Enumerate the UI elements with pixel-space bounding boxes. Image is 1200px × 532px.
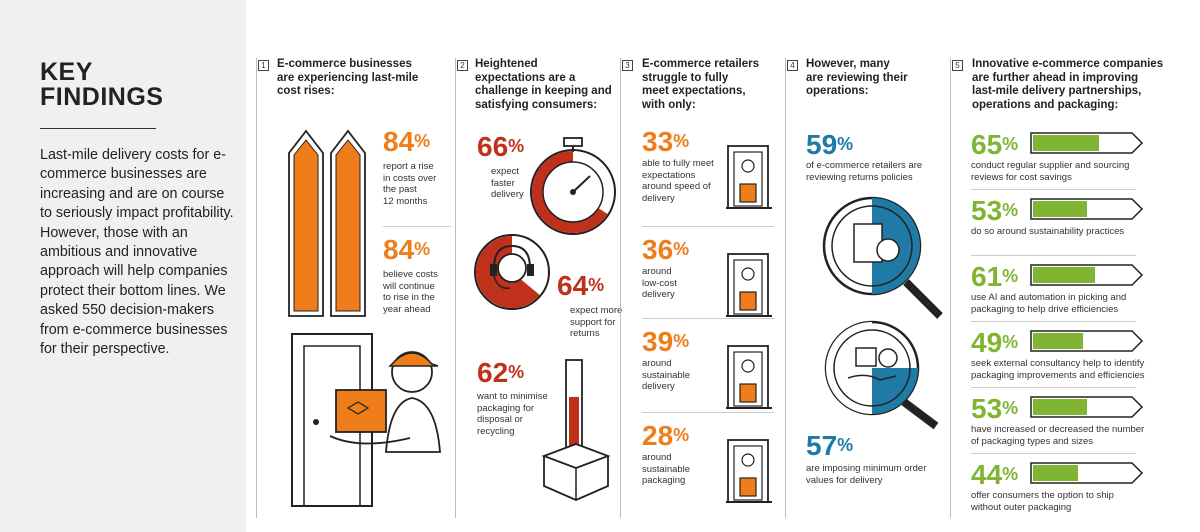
finding-number: 4 [787,60,798,71]
stat-label: offer consumers the option to ship witho… [971,490,1114,513]
stat-value: 66% [477,131,525,162]
stat-label: believe costs will continue to rise in t… [383,269,438,315]
progress-arrow [1030,396,1144,418]
stat-value: 36% [642,234,690,265]
title-divider [40,128,156,129]
finding-heading: Innovative e-commerce companies are furt… [972,58,1164,111]
stat-label: have increased or decreased the number o… [971,424,1145,447]
stat-label: use AI and automation in picking and pac… [971,292,1127,315]
stat-value: 64% [557,270,605,301]
stat-label: of e-commerce retailers are reviewing re… [806,160,923,183]
rising-arrows-icon [288,129,366,317]
stat-label: seek external consultancy help to identi… [971,358,1145,381]
magnifier-order-icon [824,320,939,430]
stat-label: around sustainable packaging [642,452,691,486]
stat-value: 49% [971,327,1019,358]
stat-value: 33% [642,126,690,157]
stat-value: 44% [971,459,1019,490]
stat-value: 53% [971,393,1019,424]
stat-label: around sustainable delivery [642,358,691,392]
progress-arrow [1030,198,1144,220]
stat-label: want to minimise packaging for disposal … [477,391,548,437]
stat-value: 84% [383,234,431,265]
finding-heading: E-commerce retailers struggle to fully m… [642,58,759,111]
progress-arrow [1030,264,1144,286]
stat-label: are imposing minimum order values for de… [806,463,927,486]
stat-value: 84% [383,126,431,157]
finding-number: 2 [457,60,468,71]
door-leaf-icon [726,439,772,503]
stat-label: around low-cost delivery [642,266,677,300]
progress-arrow [1030,132,1144,154]
stat-value: 62% [477,357,525,388]
stat-value: 59% [806,129,854,160]
stat-label: conduct regular supplier and sourcing re… [971,160,1130,183]
door-plug-icon [726,345,772,409]
stat-value: 57% [806,430,854,461]
stat-label: do so around sustainability practices [971,226,1125,237]
magnifier-returns-icon [822,196,943,319]
stat-value: 53% [971,195,1019,226]
finding-number: 3 [622,60,633,71]
door-clock-icon [726,145,772,209]
progress-arrow [1030,330,1144,352]
finding-number: 5 [952,60,963,71]
page-title: KEY FINDINGS [40,58,164,111]
finding-heading: However, many are reviewing their operat… [806,58,908,97]
finding-heading: E-commerce businesses are experiencing l… [277,58,419,97]
stat-value: 28% [642,420,690,451]
door-dollar-icon [726,253,772,317]
packaging-gauge-icon [541,359,611,501]
intro-text: Last-mile delivery costs for e-commerce … [40,147,234,358]
stat-label: able to fully meet expectations around s… [642,158,714,204]
stat-label: expect more support for returns [570,305,623,339]
headset-support-icon [474,234,550,310]
stat-label: report a rise in costs over the past 12 … [383,161,437,207]
delivery-person-icon [291,333,441,507]
stat-label: expect faster delivery [491,166,524,200]
stat-value: 39% [642,326,690,357]
stat-value: 61% [971,261,1019,292]
stat-value: 65% [971,129,1019,160]
stopwatch-icon [530,137,616,235]
key-findings-panel: KEY FINDINGS Last-mile delivery costs fo… [0,0,246,532]
finding-number: 1 [258,60,269,71]
finding-heading: Heightened expectations are a challenge … [475,58,612,111]
progress-arrow [1030,462,1144,484]
